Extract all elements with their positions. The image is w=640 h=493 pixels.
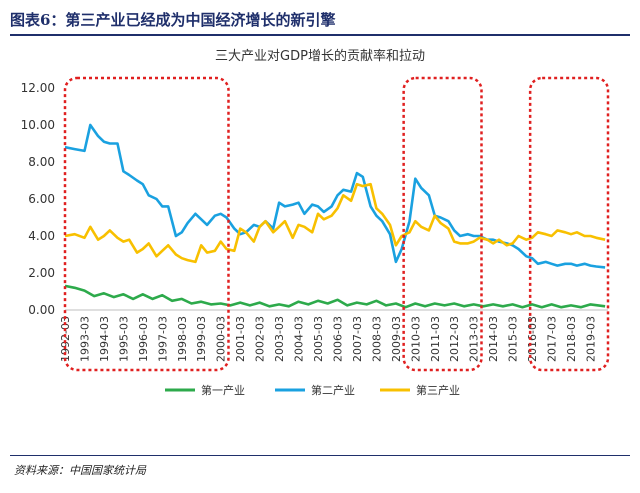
legend-label-tertiary: 第三产业 — [416, 383, 460, 397]
x-tick-label: 2000-03 — [215, 316, 228, 362]
x-tick-label: 2011-03 — [429, 316, 442, 362]
legend-label-primary: 第一产业 — [201, 383, 245, 397]
x-tick-label: 2007-03 — [351, 316, 364, 362]
line-chart: 三大产业对GDP增长的贡献率和拉动 0.00 2.00 4.00 6.00 8.00 10… — [21, 48, 610, 397]
x-tick-label: 1996-03 — [137, 316, 150, 362]
x-tick-label: 2015-03 — [507, 316, 520, 362]
x-tick-label: 2016-03 — [526, 316, 539, 362]
y-tick-label: 8.00 — [28, 155, 55, 169]
x-tick-label: 2001-03 — [234, 316, 247, 362]
y-tick-label: 12.00 — [21, 81, 55, 95]
x-tick-label: 1998-03 — [176, 316, 189, 362]
y-tick-label: 4.00 — [28, 229, 55, 243]
x-tick-label: 1992-03 — [59, 316, 72, 362]
y-tick-label: 2.00 — [28, 266, 55, 280]
series-line-tertiary — [64, 182, 606, 264]
x-tick-label: 1997-03 — [156, 316, 169, 362]
highlight-boxes — [63, 76, 610, 372]
legend: 第一产业 第二产业 第三产业 — [165, 383, 460, 397]
x-tick-label: 2003-03 — [273, 316, 286, 362]
x-tick-label: 2002-03 — [254, 316, 267, 362]
x-tick-label: 2005-03 — [312, 316, 325, 362]
chart-title: 三大产业对GDP增长的贡献率和拉动 — [215, 48, 425, 64]
legend-label-secondary: 第二产业 — [311, 383, 355, 397]
x-tick-label: 2012-03 — [448, 316, 461, 362]
y-tick-label: 0.00 — [28, 303, 55, 317]
x-tick-label: 1994-03 — [98, 316, 111, 362]
highlight-box — [402, 76, 483, 372]
source-note: 资料来源：中国国家统计局 — [14, 464, 146, 477]
y-axis: 0.00 2.00 4.00 6.00 8.00 10.00 12.00 — [21, 81, 55, 317]
x-tick-label: 2006-03 — [331, 316, 344, 362]
x-tick-label: 2004-03 — [293, 316, 306, 362]
highlight-box — [528, 76, 610, 372]
x-tick-label: 1999-03 — [195, 316, 208, 362]
x-tick-label: 2010-03 — [409, 316, 422, 362]
x-tick-label: 1993-03 — [78, 316, 91, 362]
series-line-secondary — [64, 123, 606, 269]
footer-rule — [10, 455, 630, 456]
x-tick-label: 2018-03 — [565, 316, 578, 362]
x-tick-label: 2019-03 — [584, 316, 597, 362]
y-tick-label: 6.00 — [28, 192, 55, 206]
x-axis: 1992-03 1993-03 1994-03 1995-03 1996-03 1997-… — [59, 316, 597, 362]
series-group — [64, 123, 606, 309]
x-tick-label: 2009-03 — [390, 316, 403, 362]
y-tick-label: 10.00 — [21, 118, 55, 132]
x-tick-label: 1995-03 — [117, 316, 130, 362]
x-tick-label: 2017-03 — [546, 316, 559, 362]
figure-caption: 图表6：第三产业已经成为中国经济增长的新引擎 — [10, 11, 336, 29]
x-tick-label: 2013-03 — [468, 316, 481, 362]
x-tick-label: 2014-03 — [487, 316, 500, 362]
x-tick-label: 2008-03 — [370, 316, 383, 362]
series-line-primary — [64, 284, 606, 309]
caption-rule — [10, 34, 630, 36]
